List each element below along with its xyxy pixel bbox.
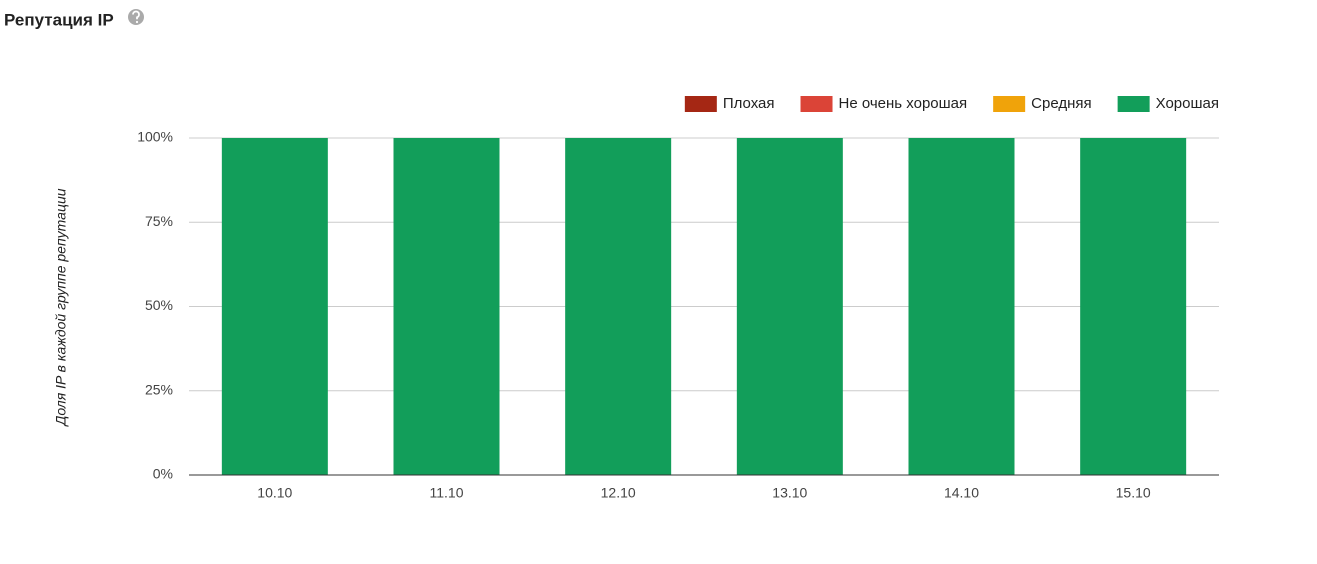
legend-swatch: [684, 96, 717, 112]
x-tick-label: 11.10: [430, 485, 464, 501]
bar-segment: [393, 138, 500, 475]
y-tick-label: 75%: [145, 213, 173, 229]
y-tick-label: 50%: [145, 297, 173, 313]
x-tick-label: 15.10: [1116, 485, 1151, 501]
chart-title: Репутация IP: [4, 10, 114, 29]
y-tick-label: 100%: [137, 129, 173, 145]
legend-swatch: [993, 96, 1026, 112]
bar-segment: [1080, 138, 1187, 475]
bar-segment: [221, 138, 328, 475]
y-axis-title: Доля IP в каждой группе репутации: [53, 188, 69, 427]
bar-segment: [565, 138, 672, 475]
legend-swatch: [800, 96, 833, 112]
x-tick-label: 14.10: [944, 485, 979, 501]
legend-label: Плохая: [723, 95, 775, 112]
x-tick-label: 13.10: [772, 485, 807, 501]
bar-segment: [908, 138, 1015, 475]
y-tick-label: 25%: [145, 381, 173, 397]
legend-swatch: [1117, 96, 1150, 112]
x-tick-label: 10.10: [257, 485, 292, 501]
legend-label: Не очень хорошая: [839, 95, 968, 112]
legend-item: Не очень хорошая: [800, 95, 968, 112]
legend-item: Плохая: [684, 95, 775, 112]
help-icon[interactable]: [128, 9, 144, 25]
x-tick-label: 12.10: [601, 485, 636, 501]
help-glyph[interactable]: [132, 10, 140, 20]
help-dot[interactable]: [135, 20, 139, 24]
bar-segment: [736, 138, 843, 475]
legend-item: Средняя: [993, 95, 1092, 112]
legend-label: Средняя: [1031, 95, 1091, 112]
legend-label: Хорошая: [1156, 95, 1219, 112]
help-circle[interactable]: [128, 9, 144, 25]
legend-item: Хорошая: [1117, 95, 1219, 112]
y-tick-label: 0%: [153, 466, 173, 482]
